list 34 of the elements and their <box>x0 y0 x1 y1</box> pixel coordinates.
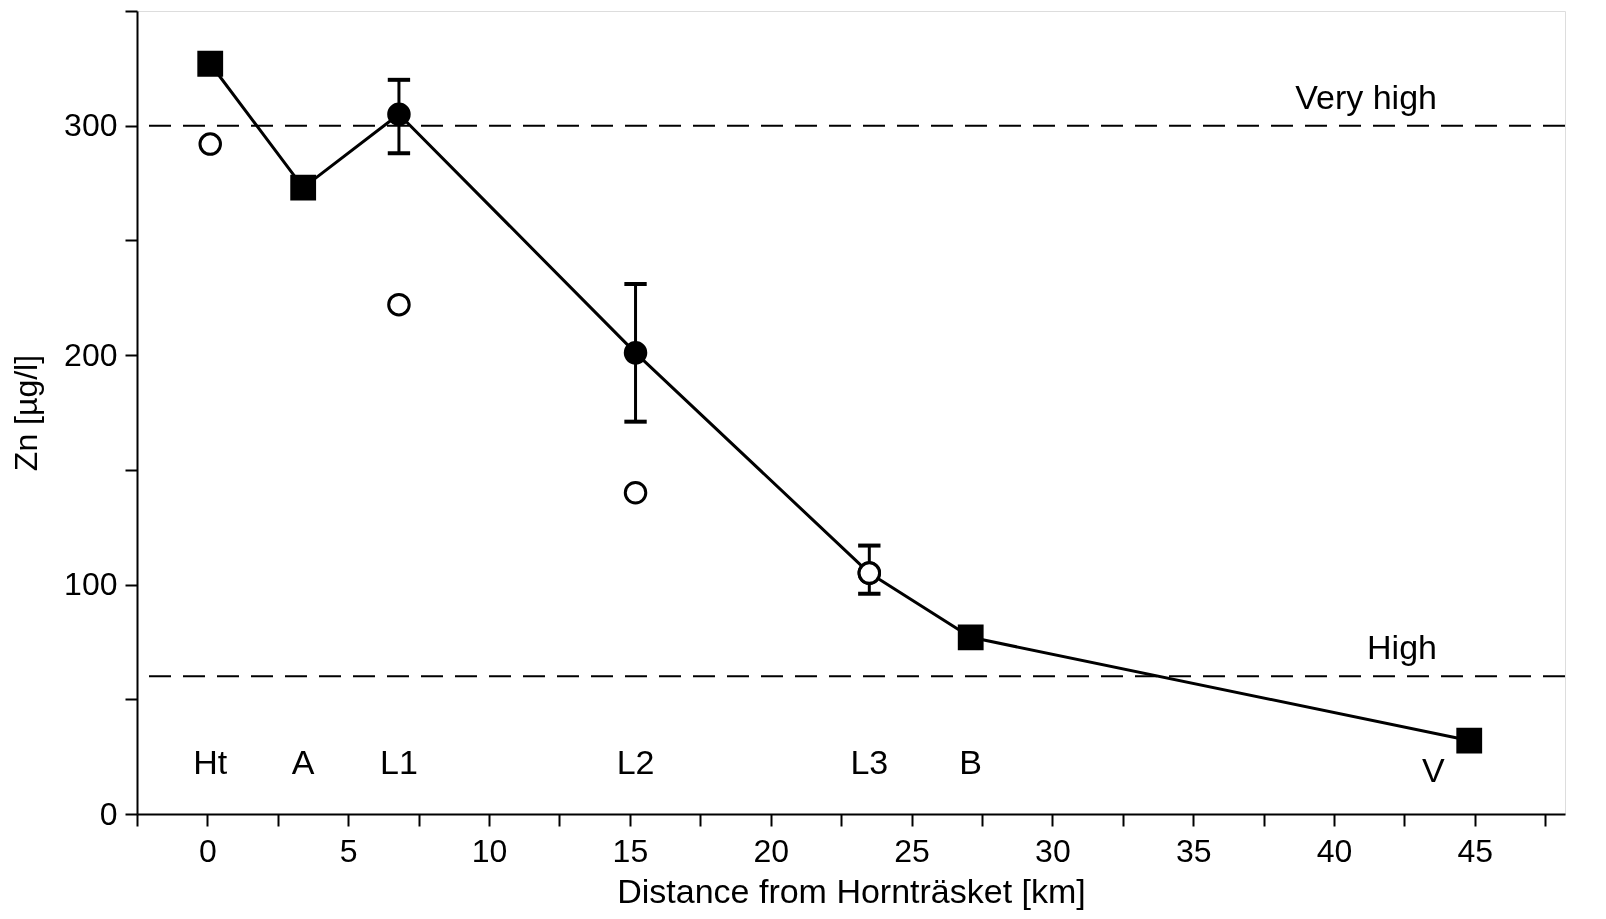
x-axis-title: Distance from Hornträsket [km] <box>617 871 1086 910</box>
y-tick-label: 200 <box>64 336 118 373</box>
x-tick-label: 35 <box>1175 832 1212 869</box>
y-tick-label: 100 <box>64 566 118 603</box>
annotation: L2 <box>616 743 655 781</box>
x-tick-label: 30 <box>1035 832 1071 869</box>
x-tick-label: 20 <box>753 832 790 869</box>
x-tick-label: 45 <box>1457 832 1494 869</box>
point <box>387 102 411 126</box>
annotation: L3 <box>850 743 889 781</box>
point <box>623 481 648 505</box>
ref-line-label: Very high <box>1295 77 1437 116</box>
x-tick-label: 0 <box>199 832 217 869</box>
point <box>623 341 648 365</box>
ref-line-label: High <box>1367 628 1437 667</box>
x-tick-label: 25 <box>894 832 930 869</box>
point <box>198 132 222 156</box>
x-tick-label: 10 <box>471 832 508 869</box>
annotation: L1 <box>380 743 418 781</box>
y-tick-label: 300 <box>64 107 118 144</box>
y-axis-title: Zn [µg/l] <box>8 354 45 472</box>
point <box>957 624 984 651</box>
annotation: V <box>1421 751 1445 789</box>
x-tick-label: 15 <box>612 832 649 869</box>
x-tick-label: 40 <box>1316 832 1353 869</box>
y-tick-label: 0 <box>99 795 118 832</box>
point <box>387 292 411 317</box>
point <box>197 50 224 77</box>
point <box>290 174 317 201</box>
x-tick-label: 5 <box>339 832 358 869</box>
annotation: A <box>291 743 315 781</box>
annotation: B <box>959 743 983 781</box>
point <box>1456 727 1483 754</box>
annotation: Ht <box>193 743 228 781</box>
